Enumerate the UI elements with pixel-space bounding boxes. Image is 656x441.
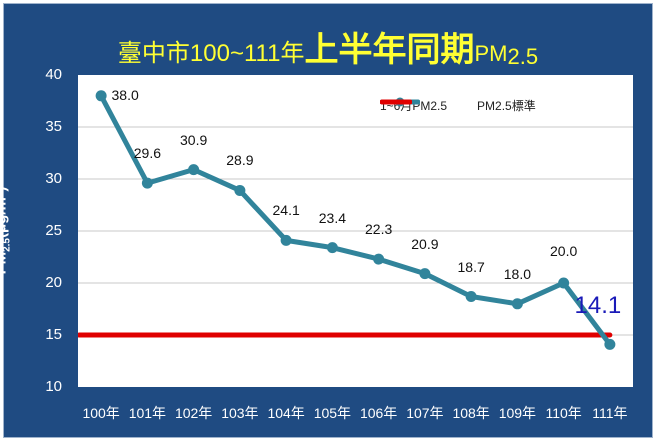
data-point [558, 277, 570, 289]
title-part2: 上半年同期 [304, 31, 475, 69]
title-part1: 臺中市100~111年 [117, 40, 305, 67]
data-point [373, 253, 385, 265]
y-tick-label: 35 [45, 118, 62, 135]
data-label: 24.1 [272, 202, 300, 219]
chart-title: 臺中市100~111年上半年同期PM2.5 [0, 22, 656, 71]
data-label: 20.0 [550, 243, 578, 259]
data-point [604, 338, 616, 350]
x-tick-label: 110年 [545, 405, 582, 421]
data-point [234, 184, 246, 196]
x-tick-label: 106年 [359, 405, 398, 421]
x-tick-label: 104年 [267, 405, 305, 421]
pm25-line [98, 94, 612, 346]
line-chart [78, 90, 633, 350]
legend: 1~6月PM2.5 PM2.5標準 [380, 97, 536, 114]
data-label: 30.9 [180, 131, 208, 148]
red-line-icon [380, 99, 412, 105]
data-label: 28.9 [226, 152, 254, 169]
x-tick-label: 105年 [313, 405, 352, 421]
legend-label-series2: PM2.5標準 [477, 99, 536, 113]
data-point [326, 242, 338, 254]
x-tick-label: 101年 [128, 405, 167, 421]
legend-item-series2: PM2.5標準 [380, 97, 536, 114]
data-label: 23.4 [318, 209, 346, 226]
x-tick-label: 111年 [592, 405, 628, 421]
data-label: 29.6 [133, 145, 161, 162]
y-tick-label: 20 [45, 274, 62, 291]
x-tick-label: 107年 [406, 405, 444, 421]
y-tick-label: 25 [45, 222, 62, 239]
data-label: 18.7 [457, 258, 485, 275]
data-point [280, 234, 292, 246]
data-point [141, 177, 153, 189]
data-label: 22.3 [365, 221, 393, 238]
data-point [465, 291, 477, 303]
y-tick-label: 40 [45, 66, 62, 83]
x-tick-label: 108年 [452, 405, 490, 421]
title-subscript: 2.5 [507, 44, 539, 69]
y-axis-label: PM2.5(μg/m3) [0, 187, 13, 275]
title-part3: PM [474, 41, 508, 66]
x-tick-label: 103年 [221, 405, 259, 421]
data-label: 14.1 [574, 292, 622, 320]
data-point [419, 268, 431, 280]
x-tick-label: 100年 [82, 405, 120, 421]
data-label: 38.0 [111, 86, 139, 103]
y-tick-label: 15 [45, 326, 62, 343]
data-label: 18.0 [503, 265, 531, 282]
y-tick-label: 30 [45, 170, 62, 187]
data-point [95, 90, 107, 102]
data-point [188, 164, 200, 176]
x-tick-label: 109年 [498, 405, 537, 421]
data-label: 20.9 [411, 235, 439, 252]
plot-area [78, 75, 633, 387]
y-tick-label: 10 [45, 378, 62, 395]
x-tick-label: 102年 [174, 405, 213, 421]
data-point [511, 298, 523, 310]
